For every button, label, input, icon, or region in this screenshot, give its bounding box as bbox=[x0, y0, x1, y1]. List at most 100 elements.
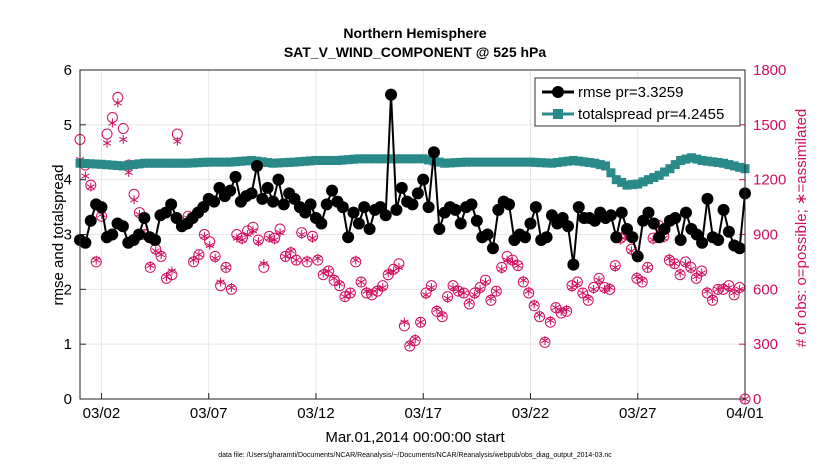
totalspread-point bbox=[182, 158, 192, 168]
rmse-point bbox=[411, 187, 424, 200]
totalspread-point bbox=[542, 158, 552, 168]
asterisk-stroke bbox=[308, 235, 317, 241]
rmse-point bbox=[524, 217, 537, 230]
rmse-point bbox=[647, 217, 660, 230]
right-tick-label: 0 bbox=[753, 391, 761, 408]
right-tick-label: 600 bbox=[753, 281, 778, 298]
x-tick-label: 04/01 bbox=[726, 405, 764, 422]
asterisk-stroke bbox=[562, 306, 571, 313]
totalspread-point bbox=[574, 156, 584, 166]
totalspread-point bbox=[391, 154, 401, 164]
obs-assimilated-point bbox=[254, 237, 263, 247]
rmse-point bbox=[116, 220, 129, 233]
rmse-point bbox=[277, 198, 290, 211]
obs-assimilated-point bbox=[129, 195, 139, 205]
obs-assimilated-point bbox=[394, 262, 404, 272]
totalspread-point bbox=[300, 156, 310, 166]
totalspread-point bbox=[86, 159, 96, 169]
asterisk-stroke bbox=[681, 261, 690, 267]
obs-assimilated-point bbox=[173, 136, 182, 146]
rmse-point bbox=[149, 233, 162, 246]
legend-rmse-label: rmse pr=3.3259 bbox=[578, 84, 683, 101]
rmse-point bbox=[79, 236, 92, 249]
obs-assimilated-point bbox=[286, 246, 296, 256]
totalspread-point bbox=[456, 157, 466, 167]
rmse-point bbox=[315, 217, 328, 230]
rmse-point bbox=[84, 214, 97, 227]
asterisk-stroke bbox=[470, 292, 479, 298]
asterisk-stroke bbox=[162, 273, 171, 280]
asterisk-stroke bbox=[400, 319, 409, 325]
asterisk-stroke bbox=[302, 257, 312, 263]
asterisk-stroke bbox=[713, 286, 723, 293]
obs-assimilated-point bbox=[713, 284, 723, 294]
obs-assimilated-point bbox=[156, 250, 166, 260]
totalspread-point bbox=[461, 157, 471, 167]
obs-assimilated-point bbox=[465, 297, 474, 307]
asterisk-stroke bbox=[265, 235, 274, 241]
asterisk-stroke bbox=[238, 237, 247, 243]
totalspread-point bbox=[129, 160, 139, 170]
obs-assimilated-point bbox=[513, 261, 523, 271]
asterisk-stroke bbox=[573, 281, 582, 287]
totalspread-point bbox=[649, 172, 659, 182]
totalspread-point bbox=[273, 158, 283, 168]
rmse-point bbox=[390, 203, 403, 216]
asterisk-stroke bbox=[221, 264, 231, 271]
obs-assimilated-point bbox=[346, 288, 355, 298]
legend-spread-marker bbox=[553, 109, 563, 119]
right-tick-label: 1800 bbox=[753, 62, 786, 79]
totalspread-point bbox=[155, 158, 165, 168]
asterisk-stroke bbox=[724, 284, 733, 291]
left-tick-label: 0 bbox=[64, 391, 72, 408]
totalspread-point bbox=[536, 158, 546, 168]
totalspread-point bbox=[290, 157, 300, 167]
totalspread-point bbox=[236, 156, 246, 166]
rmse-point bbox=[696, 236, 709, 249]
asterisk-stroke bbox=[124, 169, 133, 176]
obs-possible-point bbox=[193, 249, 205, 261]
obs-assimilated-point bbox=[562, 304, 571, 314]
totalspread-point bbox=[370, 154, 380, 164]
totalspread-point bbox=[504, 157, 514, 167]
data-file-footer: data file: /Users/gharamti/Documents/NCA… bbox=[218, 452, 612, 459]
left-tick-label: 2 bbox=[64, 281, 72, 298]
series-rmse bbox=[74, 88, 751, 271]
obs-assimilated-point bbox=[605, 283, 614, 293]
asterisk-stroke bbox=[670, 261, 679, 267]
asterisk-stroke bbox=[232, 235, 241, 241]
asterisk-stroke bbox=[97, 211, 106, 218]
totalspread-point bbox=[123, 160, 133, 170]
asterisk-stroke bbox=[594, 277, 604, 283]
rmse-point bbox=[717, 203, 730, 216]
totalspread-point bbox=[204, 157, 214, 167]
obs-assimilated-point bbox=[86, 182, 95, 192]
rmse-point bbox=[342, 231, 355, 244]
totalspread-point bbox=[445, 158, 455, 168]
rmse-point bbox=[449, 203, 462, 216]
asterisk-stroke bbox=[216, 279, 225, 285]
obs-assimilated-point bbox=[411, 334, 420, 344]
totalspread-point bbox=[338, 155, 348, 165]
asterisk-stroke bbox=[248, 228, 258, 234]
obs-assimilated-point bbox=[319, 268, 328, 278]
obs-assimilated-point bbox=[670, 259, 679, 269]
obs-assimilated-point bbox=[675, 268, 685, 278]
obs-possible-point bbox=[490, 285, 502, 297]
obs-assimilated-point bbox=[119, 134, 128, 144]
asterisk-stroke bbox=[86, 184, 95, 190]
rmse-point bbox=[208, 195, 221, 208]
totalspread-point bbox=[520, 157, 530, 167]
asterisk-stroke bbox=[200, 233, 209, 240]
asterisk-stroke bbox=[459, 290, 469, 296]
obs-assimilated-point bbox=[378, 283, 387, 293]
obs-assimilated-point bbox=[724, 283, 733, 293]
rmse-point bbox=[433, 223, 446, 236]
rmse-point bbox=[631, 250, 644, 263]
asterisk-stroke bbox=[600, 286, 609, 293]
asterisk-stroke bbox=[584, 295, 593, 302]
asterisk-stroke bbox=[643, 264, 652, 271]
obs-assimilated-point bbox=[313, 253, 323, 263]
obs-possible-point bbox=[279, 250, 291, 262]
totalspread-point bbox=[295, 157, 305, 167]
